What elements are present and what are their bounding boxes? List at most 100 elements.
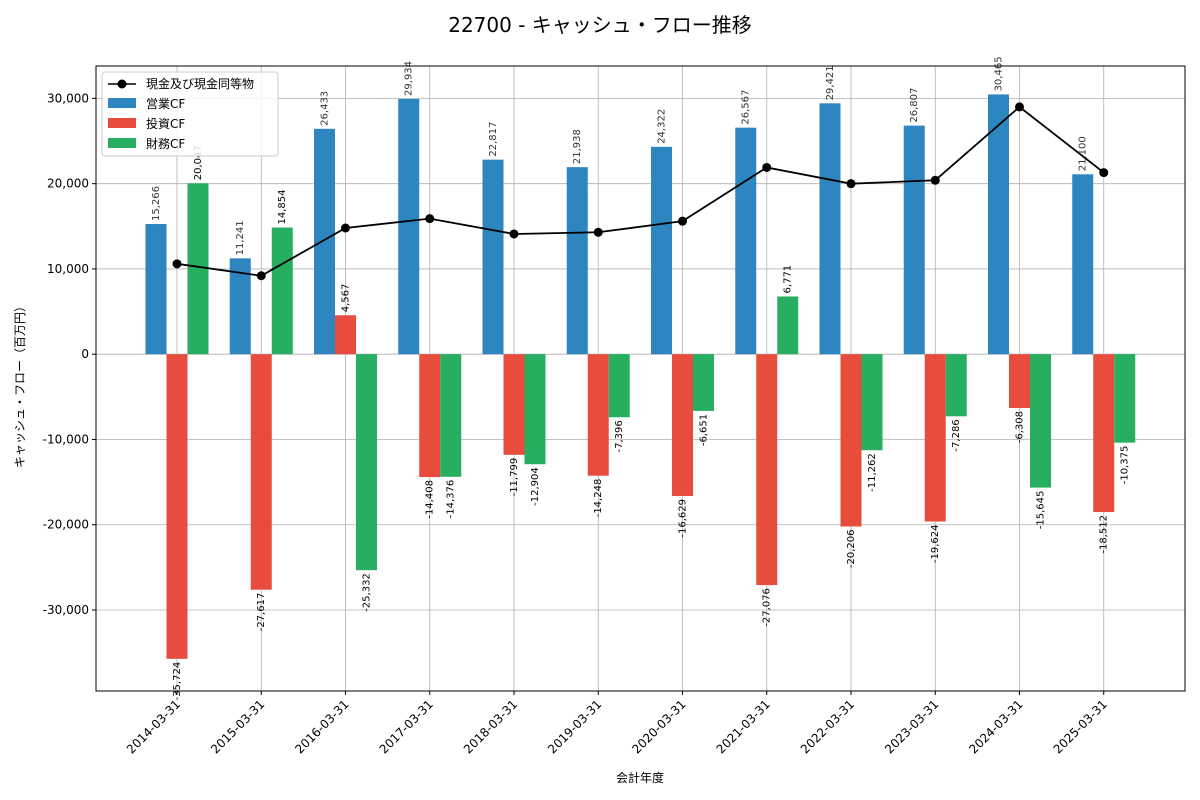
bar-value-label: -10,375 bbox=[1120, 446, 1131, 485]
bar-value-label: -14,248 bbox=[593, 479, 604, 518]
bar bbox=[145, 224, 167, 355]
cash-point bbox=[846, 179, 856, 189]
chart-title: 22700 - キャッシュ・フロー推移 bbox=[448, 13, 752, 37]
x-tick-label: 2016-03-31 bbox=[292, 697, 351, 756]
legend-label-financing: 財務CF bbox=[146, 136, 185, 151]
cash-point bbox=[593, 227, 603, 237]
cash-line-layer bbox=[172, 102, 1109, 281]
bar-value-label: 29,934 bbox=[404, 61, 415, 96]
bar-labels-layer: 15,266 11,241 26,433 29,934 22,817 21,938 24,3… bbox=[151, 56, 1131, 700]
bar bbox=[1030, 354, 1051, 488]
bar-value-label: 24,322 bbox=[657, 109, 668, 144]
legend-label-operating: 営業CF bbox=[146, 97, 185, 111]
x-axis-label: 会計年度 bbox=[616, 770, 664, 785]
bar bbox=[903, 125, 925, 355]
bar bbox=[1072, 174, 1094, 355]
cash-line bbox=[176, 105, 1105, 277]
bar-value-label: -7,396 bbox=[614, 420, 625, 452]
bar bbox=[777, 296, 799, 355]
x-tick-label: 2014-03-31 bbox=[124, 697, 183, 756]
bar bbox=[482, 159, 504, 355]
legend-label-investing: 投資CF bbox=[146, 116, 185, 131]
bar bbox=[587, 354, 609, 476]
bar bbox=[566, 167, 588, 355]
bar-value-label: 21,100 bbox=[1078, 136, 1089, 171]
bar bbox=[693, 354, 714, 411]
bar-value-label: 26,807 bbox=[909, 88, 920, 123]
bar-value-label: -15,645 bbox=[1036, 491, 1047, 530]
bar bbox=[945, 354, 967, 417]
x-tick-label: 2024-03-31 bbox=[966, 697, 1025, 756]
bar bbox=[524, 354, 546, 465]
bar bbox=[314, 128, 335, 355]
bar-value-label: 21,938 bbox=[572, 129, 583, 164]
bar bbox=[1093, 354, 1115, 513]
x-tick-label: 2017-03-31 bbox=[377, 697, 436, 756]
bar-value-label: 6,771 bbox=[783, 265, 794, 294]
x-tick-label: 2025-03-31 bbox=[1051, 697, 1110, 756]
bar-value-label: -6,308 bbox=[1015, 411, 1026, 443]
x-ticks: 2014-03-31 2015-03-31 2016-03-31 2017-03-31… bbox=[124, 691, 1110, 756]
x-tick-label: 2015-03-31 bbox=[208, 697, 267, 756]
bar-value-label: 29,421 bbox=[825, 65, 836, 100]
bar bbox=[924, 354, 946, 522]
bar-value-label: -11,262 bbox=[867, 453, 878, 492]
y-tick-label: 0 bbox=[81, 347, 89, 361]
bar-value-label: -27,076 bbox=[762, 588, 773, 627]
y-tick-label: -30,000 bbox=[43, 603, 89, 617]
bar-value-label: 4,567 bbox=[341, 284, 352, 313]
cash-point bbox=[1099, 168, 1109, 178]
cash-point bbox=[509, 229, 519, 239]
y-axis-label: キャッシュ・フロー（百万円） bbox=[13, 300, 27, 468]
x-tick-label: 2018-03-31 bbox=[461, 697, 520, 756]
bar bbox=[608, 354, 630, 418]
legend-line-marker bbox=[117, 79, 127, 89]
bar bbox=[187, 183, 209, 355]
bar-value-label: 11,241 bbox=[235, 220, 246, 255]
x-tick-label: 2023-03-31 bbox=[882, 697, 941, 756]
bar bbox=[250, 354, 272, 590]
legend-swatch-operating bbox=[108, 98, 136, 108]
cash-point bbox=[172, 259, 182, 269]
bar-value-label: -16,629 bbox=[678, 499, 689, 538]
cash-point bbox=[930, 175, 940, 185]
bar bbox=[271, 227, 293, 355]
bar bbox=[166, 354, 188, 659]
bar-value-label: 14,854 bbox=[277, 190, 288, 225]
cash-point bbox=[678, 216, 687, 226]
legend: 現金及び現金同等物 営業CF 投資CF 財務CF bbox=[101, 71, 279, 157]
bar-value-label: 20,047 bbox=[193, 145, 204, 180]
bar-value-label: -14,376 bbox=[446, 480, 457, 519]
y-tick-label: 30,000 bbox=[47, 91, 89, 105]
bar bbox=[735, 127, 757, 355]
bars-layer bbox=[145, 94, 1136, 659]
bar bbox=[1114, 354, 1136, 443]
x-tick-label: 2021-03-31 bbox=[714, 697, 773, 756]
bar bbox=[335, 315, 356, 355]
bar-value-label: -25,332 bbox=[362, 573, 373, 612]
y-tick-label: 20,000 bbox=[47, 177, 89, 191]
y-ticks: -30,000 -20,000 -10,000 0 10,000 20,000 30,000 bbox=[43, 91, 96, 617]
bar bbox=[672, 354, 693, 496]
bar-value-label: 15,266 bbox=[151, 186, 162, 221]
bar bbox=[861, 354, 883, 451]
bar bbox=[651, 146, 672, 355]
bar-value-label: -20,206 bbox=[846, 529, 857, 568]
bar-value-label: -6,651 bbox=[699, 414, 710, 446]
bar bbox=[1009, 354, 1030, 408]
bar-value-label: 22,817 bbox=[488, 122, 499, 157]
bar bbox=[988, 94, 1009, 355]
plot-frame bbox=[95, 65, 1186, 692]
legend-box bbox=[101, 71, 279, 157]
cash-point bbox=[425, 214, 435, 224]
bar-value-label: 26,567 bbox=[741, 90, 752, 125]
y-tick-label: -20,000 bbox=[43, 518, 89, 532]
bar bbox=[356, 354, 377, 571]
bar-value-label: -18,512 bbox=[1099, 515, 1110, 554]
bar-value-label: 26,433 bbox=[320, 91, 331, 126]
bar bbox=[819, 103, 841, 355]
y-tick-label: -10,000 bbox=[43, 432, 89, 446]
bar bbox=[398, 98, 420, 355]
bar-value-label: -19,624 bbox=[930, 525, 941, 564]
